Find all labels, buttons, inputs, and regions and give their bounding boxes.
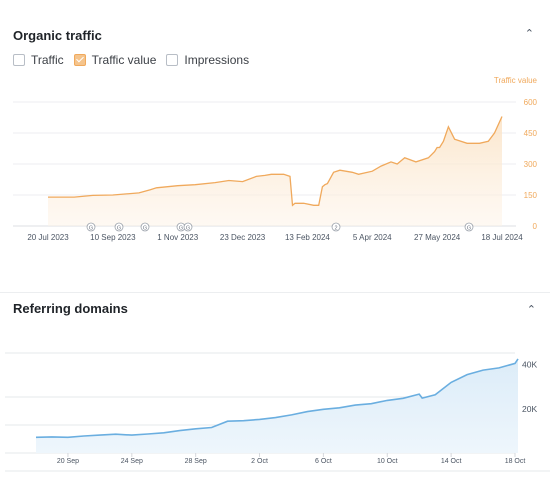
traffic-value-checkbox[interactable] — [73, 54, 86, 66]
x-tick-label: 20 Sep — [57, 458, 79, 465]
x-tick-label: 28 Sep — [185, 458, 207, 465]
y-tick-label: 450 — [524, 129, 538, 138]
traffic-checkbox[interactable] — [13, 54, 25, 66]
chevron-up-icon[interactable]: ⌃ — [524, 28, 534, 40]
annotation-marker — [331, 222, 341, 232]
x-tick-label: 5 Apr 2024 — [353, 233, 392, 242]
annotation-label: G — [467, 226, 471, 232]
referring-domains-line — [35, 358, 519, 439]
annotation-marker — [86, 222, 96, 232]
impressions-checkbox[interactable] — [166, 54, 179, 66]
annotation-label: G — [117, 226, 121, 232]
annotation-label: G — [89, 226, 93, 232]
legend-impressions[interactable]: Impressions — [166, 53, 249, 67]
x-tick-label: 1 Nov 2023 — [157, 233, 198, 242]
y-axis-label: Traffic value — [494, 76, 538, 85]
x-tick-label: 23 Dec 2023 — [220, 233, 266, 242]
panel-separator — [0, 262, 550, 292]
traffic-value-area — [48, 116, 502, 226]
x-tick-label: 2 Oct — [251, 458, 268, 465]
chart-legend: Traffic Traffic value Impressions — [13, 53, 249, 67]
annotation-marker — [140, 222, 150, 232]
x-tick-label: 6 Oct — [315, 458, 332, 465]
referring-domains-title: Referring domains — [13, 301, 128, 316]
organic-traffic-panel: Organic traffic ⌃ Traffic Traffic value … — [0, 0, 550, 262]
legend-traffic-value-label: Traffic value — [91, 53, 157, 67]
legend-traffic[interactable]: Traffic — [13, 53, 64, 67]
legend-impressions-label: Impressions — [184, 53, 250, 67]
annotation-marker — [114, 222, 124, 232]
x-tick-label: 24 Sep — [121, 458, 143, 465]
organic-traffic-title: Organic traffic — [13, 28, 102, 43]
y-tick-label: 300 — [524, 160, 538, 169]
annotation-marker — [183, 222, 193, 232]
referring-domains-chart: 20 Sep 24 Sep 28 Sep 2 Oct 6 Oct 10 Oct 14 Oct… — [5, 352, 550, 472]
annotation-label: G — [186, 226, 190, 232]
x-tick-label: 13 Feb 2024 — [285, 233, 330, 242]
x-tick-label: 18 Oct — [505, 458, 526, 465]
organic-traffic-chart: 0 150 300 450 600 Traffic value 20 Jul 2023 10 … — [13, 76, 538, 242]
referring-domains-area — [36, 358, 518, 453]
annotation-label: 2 — [334, 226, 337, 232]
legend-traffic-value[interactable]: Traffic value — [73, 53, 157, 67]
annotation-marker — [464, 222, 474, 232]
annotation-label: G — [143, 226, 147, 232]
x-tick-label: 20 Jul 2023 — [27, 233, 69, 242]
y-tick-label: 150 — [524, 191, 538, 200]
y-tick-label: 0 — [533, 222, 538, 231]
x-tick-label: 18 Jul 2024 — [481, 233, 523, 242]
legend-traffic-label: Traffic — [31, 53, 64, 67]
y-tick-label: 600 — [524, 98, 538, 107]
y-tick-label: 20K — [522, 404, 537, 414]
chevron-up-icon[interactable]: ⌃ — [526, 304, 536, 316]
x-tick-label: 14 Oct — [441, 458, 462, 465]
referring-domains-panel: Referring domains ⌃ 20 Sep 24 Sep 28 Sep 2 … — [0, 292, 550, 503]
y-tick-label: 40K — [522, 359, 537, 369]
annotation-label: G — [179, 226, 183, 232]
traffic-value-line — [48, 116, 503, 207]
x-tick-label: 10 Sep 2023 — [90, 233, 136, 242]
x-tick-label: 10 Oct — [377, 458, 398, 465]
x-tick-label: 27 May 2024 — [414, 233, 461, 242]
